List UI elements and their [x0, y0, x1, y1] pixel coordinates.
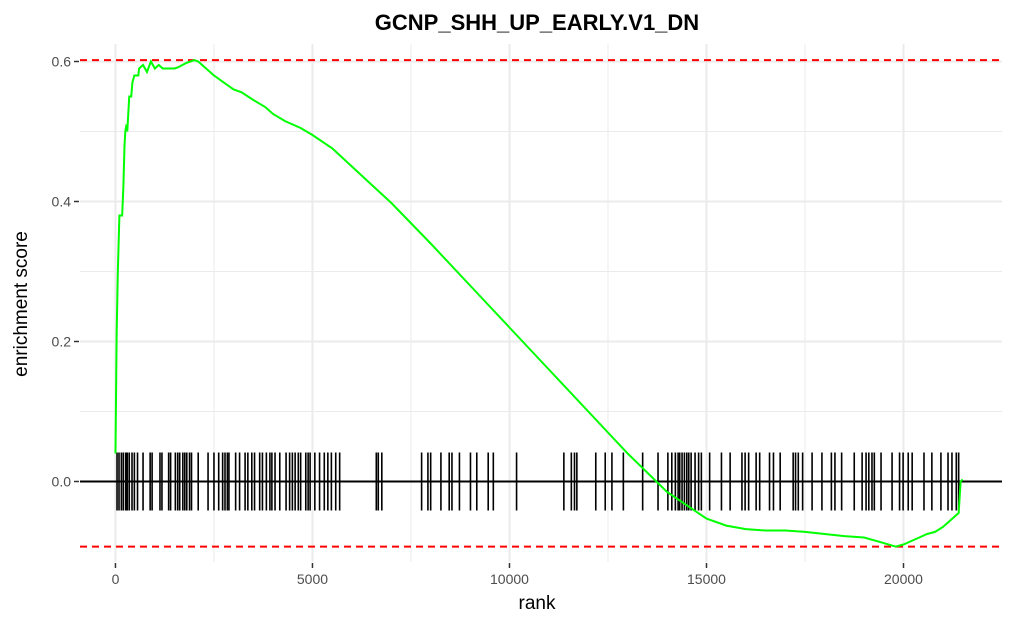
x-tick-label: 10000: [490, 571, 529, 587]
enrichment-curve: [114, 59, 964, 548]
y-axis-title: enrichment score: [11, 231, 32, 377]
x-tick-label: 5000: [297, 571, 328, 587]
x-tick-label: 15000: [687, 571, 726, 587]
y-tick-label: 0.4: [52, 194, 72, 210]
x-axis: 0 5000 10000 15000 20000: [112, 563, 923, 587]
threshold-lines: [80, 59, 1002, 548]
y-tick-label: 0.2: [52, 334, 72, 350]
x-tick-label: 20000: [884, 571, 923, 587]
y-axis: 0.0 0.2 0.4 0.6: [52, 54, 79, 490]
y-tick-label: 0.0: [52, 474, 72, 490]
x-axis-title: rank: [519, 593, 556, 614]
y-tick-label: 0.6: [52, 54, 72, 70]
hit-rug: [116, 452, 960, 511]
chart-title: GCNP_SHH_UP_EARLY.V1_DN: [375, 10, 699, 35]
x-tick-label: 0: [112, 571, 120, 587]
